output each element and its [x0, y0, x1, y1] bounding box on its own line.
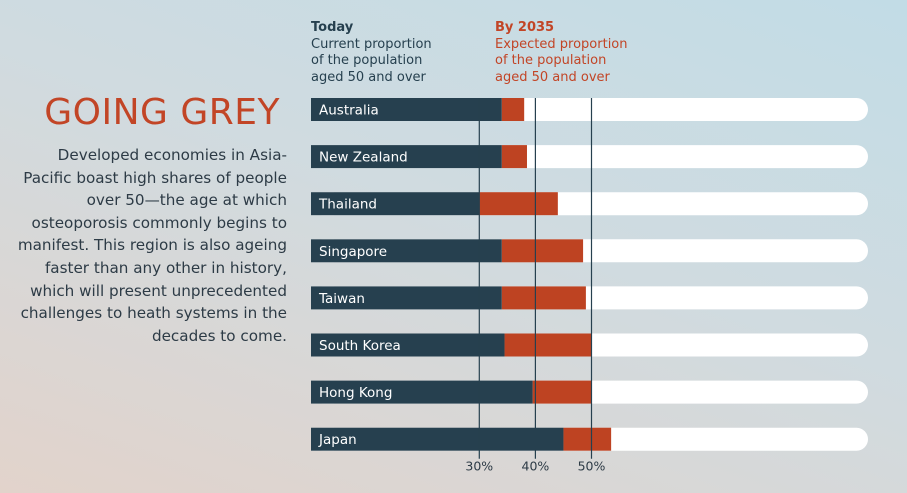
description-text: Developed economies in Asia-Pacific boas… [17, 146, 287, 345]
bar-today [311, 427, 564, 451]
bar-2035 [504, 333, 592, 357]
legend-2035: By 2035 Expected proportion of the popul… [495, 20, 628, 86]
bar-today [311, 333, 505, 357]
bar-category-label: Taiwan [318, 291, 365, 307]
bar-category-label: Hong Kong [319, 385, 392, 401]
bar-2035 [501, 145, 527, 169]
legend-today-label: Today [311, 20, 354, 35]
bar-today [311, 145, 502, 169]
bar-today [311, 380, 533, 404]
bar-category-label: Singapore [319, 244, 387, 260]
page-title: GOING GREY [44, 92, 280, 133]
legend-today: Today Current proportion of the populati… [311, 20, 432, 86]
bar-2035 [563, 427, 612, 451]
legend-2035-desc: Expected proportion of the population ag… [495, 36, 628, 85]
x-tick-label: 50% [578, 459, 606, 474]
bar-category-label: New Zealand [319, 150, 408, 166]
bar-2035 [532, 380, 592, 404]
bar-category-label: Thailand [318, 197, 377, 213]
bar-today [311, 286, 502, 310]
bar-2035 [479, 192, 558, 216]
bar-today [311, 192, 480, 216]
legend-today-desc: Current proportion of the population age… [311, 36, 432, 85]
bar-today [311, 98, 502, 121]
bar-category-label: Japan [318, 432, 357, 448]
bar-2035 [501, 98, 525, 121]
bar-category-label: South Korea [319, 338, 401, 354]
bar-category-label: Australia [319, 103, 379, 119]
bar-today [311, 239, 502, 263]
bar-2035 [501, 286, 586, 310]
x-tick-label: 40% [522, 459, 550, 474]
legend-2035-label: By 2035 [495, 20, 555, 35]
x-tick-label: 30% [465, 459, 493, 474]
bar-2035 [501, 239, 584, 263]
